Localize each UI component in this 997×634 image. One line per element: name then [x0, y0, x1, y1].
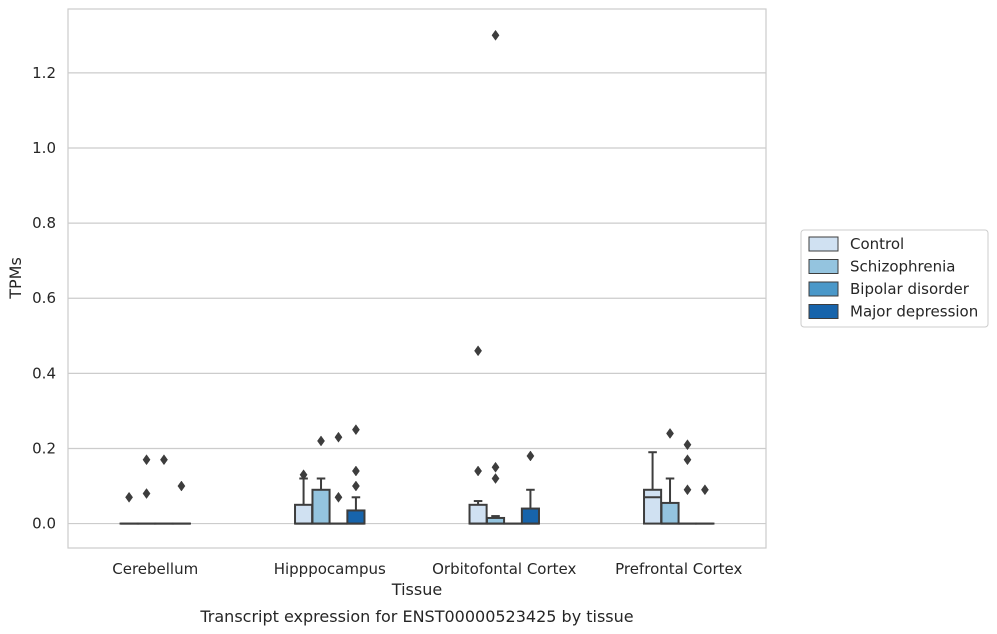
outlier-point: [352, 465, 360, 477]
chart-caption: Transcript expression for ENST0000052342…: [199, 607, 633, 626]
outlier-point: [701, 484, 709, 496]
box-group: [468, 345, 488, 525]
outlier-point: [666, 428, 674, 439]
box: [311, 488, 331, 525]
y-tick-label: 0.4: [32, 364, 56, 382]
box-plots: [119, 29, 715, 525]
box-group: [520, 450, 540, 525]
outlier-point: [160, 454, 168, 466]
outlier-point: [683, 484, 692, 496]
y-tick-label: 0.8: [32, 214, 56, 232]
outlier-point: [352, 424, 360, 436]
outlier-point: [352, 480, 360, 492]
legend: Control Schizophrenia Bipolar disorder Majo…: [800, 229, 989, 328]
box: [660, 501, 680, 525]
legend-swatch: [808, 236, 839, 252]
x-tick-label: Cerebellum: [112, 560, 198, 578]
x-axis-label: Tissue: [391, 580, 442, 599]
box-group: [677, 439, 698, 525]
x-tick-label: Prefrontal Cortex: [615, 560, 742, 578]
box: [643, 488, 663, 525]
y-axis-label: TPMs: [6, 257, 25, 300]
legend-label: Bipolar disorder: [850, 280, 970, 298]
box-group: [311, 435, 331, 525]
box: [346, 509, 366, 525]
box-group: [171, 480, 191, 525]
y-tick-label: 0.6: [32, 289, 56, 307]
outlier-point: [491, 473, 500, 484]
y-tick-labels: 0.0 0.2 0.4 0.6 0.8 1.0 1.2: [32, 64, 56, 533]
box: [520, 507, 540, 525]
box-group: [294, 469, 314, 525]
outlier-point: [142, 488, 151, 499]
box-group: [660, 428, 680, 525]
outlier-point: [142, 454, 151, 466]
box-group: [328, 431, 349, 525]
legend-label: Control: [850, 235, 904, 253]
legend-label: Schizophrenia: [850, 258, 955, 276]
outlier-point: [334, 491, 343, 503]
y-tick-label: 0.0: [32, 515, 56, 533]
box-group: [119, 491, 139, 525]
box-group: [136, 454, 157, 525]
legend-swatch: [808, 281, 839, 297]
box-group: [695, 484, 715, 525]
box-group: [485, 29, 506, 525]
legend-label: Major depression: [850, 303, 978, 321]
y-tick-label: 1.2: [32, 64, 56, 82]
legend-swatch: [808, 259, 839, 274]
outlier-point: [317, 435, 325, 447]
outlier-point: [334, 431, 343, 443]
box: [294, 503, 314, 525]
plot-frame: [67, 8, 767, 549]
y-tick-label: 1.0: [32, 139, 56, 157]
box-group: [346, 424, 366, 525]
outlier-point: [526, 450, 535, 462]
legend-frame: [800, 229, 989, 328]
y-tick-label: 0.2: [32, 439, 56, 457]
box-group: [154, 454, 174, 525]
outlier-point: [177, 480, 186, 492]
box: [468, 503, 488, 525]
outlier-point: [491, 461, 500, 473]
outlier-point: [474, 345, 482, 357]
outlier-point: [125, 491, 133, 503]
x-tick-label: Hipppocampus: [274, 560, 386, 578]
box-group: [643, 451, 663, 525]
legend-swatch: [808, 304, 839, 319]
outlier-point: [474, 465, 482, 477]
outlier-point: [683, 454, 692, 466]
outlier-point: [299, 469, 308, 481]
gridlines: [68, 72, 766, 525]
x-tick-label: Orbitofontal Cortex: [432, 560, 576, 578]
x-tick-labels: Cerebellum Hipppocampus Orbitofontal Corte…: [112, 560, 742, 578]
outlier-point: [683, 439, 692, 451]
outlier-point: [491, 29, 500, 41]
